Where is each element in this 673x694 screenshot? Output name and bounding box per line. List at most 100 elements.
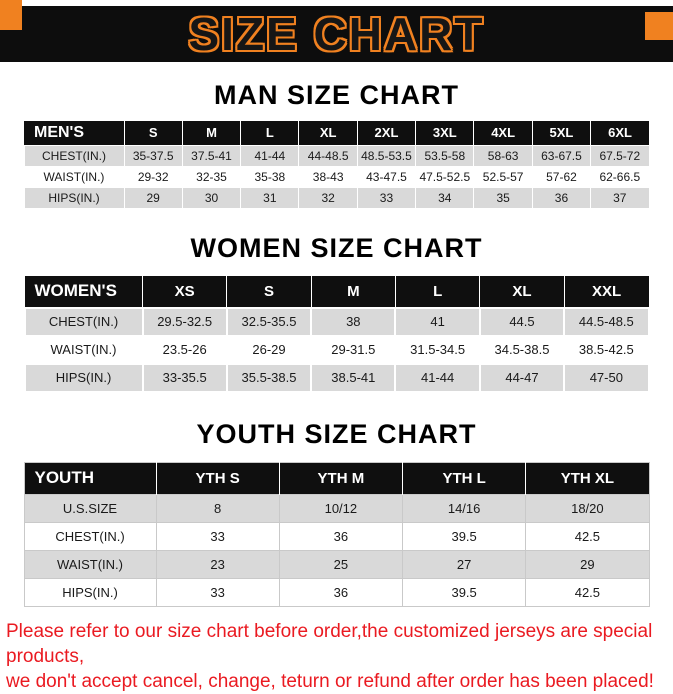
size-value-cell: 44-48.5 (298, 144, 358, 167)
table-header-row: MEN'S S M L XL 2XL 3XL 4XL 5XL 6XL (24, 121, 649, 145)
table-row: WAIST(IN.) 29-32 32-35 35-38 38-43 43-47.5 47.… (23, 165, 650, 188)
size-value-cell: 41-44 (394, 362, 481, 393)
row-label-cell: WAIST(IN.) (23, 334, 144, 365)
table-title-cell: MEN'S (24, 121, 124, 145)
size-column-header: L (394, 275, 480, 308)
row-label-cell: WAIST(IN.) (23, 165, 125, 188)
size-value-cell: 38-43 (298, 165, 358, 188)
row-label-cell: CHEST(IN.) (23, 306, 144, 337)
size-value-cell: 33-35.5 (141, 362, 228, 393)
table-header-row: WOMEN'S XS S M L XL XXL (24, 275, 649, 308)
row-label-cell: WAIST(IN.) (23, 549, 157, 579)
size-value-cell: 47-50 (563, 362, 650, 393)
size-value-cell: 31 (240, 186, 300, 209)
size-value-cell: 29-31.5 (310, 334, 397, 365)
size-column-header: S (226, 275, 312, 308)
size-value-cell: 37.5-41 (181, 144, 242, 167)
size-value-cell: 25 (278, 549, 404, 579)
youth-size-chart-heading: YOUTH SIZE CHART (196, 418, 477, 449)
size-column-header: 5XL (531, 121, 591, 145)
size-value-cell: 29 (123, 186, 183, 209)
table-row: CHEST(IN.) 29.5-32.5 32.5-35.5 38 41 44.5 44.5… (23, 306, 650, 337)
size-value-cell: 34 (415, 186, 475, 209)
size-value-cell: 10/12 (278, 493, 404, 523)
table-row: CHEST(IN.) 33 36 39.5 42.5 (23, 521, 650, 551)
size-value-cell: 44-47 (478, 362, 566, 393)
banner: SIZE CHART (0, 0, 673, 62)
size-value-cell: 57-62 (531, 165, 592, 188)
size-value-cell: 35 (473, 186, 533, 209)
size-column-header: XXL (563, 275, 649, 308)
table-row: CHEST(IN.) 35-37.5 37.5-41 41-44 44-48.5 48.5… (23, 144, 650, 167)
size-value-cell: 44.5-48.5 (563, 306, 650, 337)
size-column-header: XS (141, 275, 227, 308)
size-value-cell: 35-37.5 (123, 144, 183, 167)
size-value-cell: 63-67.5 (531, 144, 592, 167)
size-column-header: L (240, 121, 299, 145)
footer-note: Please refer to our size chart before or… (6, 619, 669, 694)
size-column-header: 6XL (590, 121, 649, 145)
man-size-chart-heading: MAN SIZE CHART (214, 80, 459, 110)
size-column-header: 4XL (473, 121, 533, 145)
size-value-cell: 36 (278, 577, 404, 607)
size-value-cell: 38.5-41 (310, 362, 397, 393)
size-column-header: M (181, 121, 241, 145)
row-label-cell: HIPS(IN.) (23, 577, 157, 607)
size-value-cell: 53.5-58 (415, 144, 475, 167)
women-size-table: WOMEN'S XS S M L XL XXL CHEST(IN.) 29.5-32.5 32.5… (23, 275, 650, 393)
size-value-cell: 26-29 (225, 334, 313, 365)
size-value-cell: 36 (278, 521, 404, 551)
size-column-header: 2XL (356, 121, 416, 145)
table-row: U.S.SIZE 8 10/12 14/16 18/20 (23, 493, 650, 523)
size-value-cell: 44.5 (478, 306, 566, 337)
size-column-header: XL (298, 121, 358, 145)
size-value-cell: 33 (155, 577, 280, 607)
women-size-chart-heading: WOMEN SIZE CHART (190, 232, 483, 263)
table-row: WAIST(IN.) 23 25 27 29 (23, 549, 650, 579)
size-value-cell: 23.5-26 (141, 334, 228, 365)
size-value-cell: 32-35 (181, 165, 242, 188)
table-row: HIPS(IN.) 33 36 39.5 42.5 (23, 577, 650, 607)
page-title: SIZE CHART (188, 8, 485, 60)
size-value-cell: 32 (298, 186, 358, 209)
table-row: WAIST(IN.) 23.5-26 26-29 29-31.5 31.5-34.5 34… (23, 334, 650, 365)
size-value-cell: 39.5 (401, 521, 527, 551)
size-value-cell: 37 (590, 186, 650, 209)
table-row: HIPS(IN.) 33-35.5 35.5-38.5 38.5-41 41-44 44-… (23, 362, 650, 393)
size-column-header: XL (479, 275, 565, 308)
size-column-header: YTH XL (525, 462, 649, 494)
size-value-cell: 18/20 (525, 493, 650, 523)
row-label-cell: CHEST(IN.) (23, 144, 125, 167)
size-value-cell: 33 (356, 186, 417, 209)
size-value-cell: 29.5-32.5 (141, 306, 228, 337)
size-value-cell: 33 (155, 521, 280, 551)
size-column-header: M (310, 275, 396, 308)
table-title-cell: YOUTH (24, 462, 156, 494)
size-value-cell: 41 (394, 306, 481, 337)
size-value-cell: 29-32 (123, 165, 183, 188)
size-value-cell: 14/16 (401, 493, 527, 523)
size-value-cell: 42.5 (525, 521, 650, 551)
size-value-cell: 23 (155, 549, 280, 579)
size-value-cell: 8 (155, 493, 280, 523)
size-value-cell: 30 (181, 186, 242, 209)
table-header-row: YOUTH YTH S YTH M YTH L YTH XL (24, 462, 649, 494)
size-column-header: YTH S (155, 462, 280, 494)
table-row: HIPS(IN.) 29 30 31 32 33 34 35 36 37 (23, 186, 650, 209)
table-title-cell: WOMEN'S (24, 275, 143, 308)
row-label-cell: CHEST(IN.) (23, 521, 157, 551)
row-label-cell: HIPS(IN.) (23, 186, 125, 209)
size-column-header: S (123, 121, 183, 145)
size-value-cell: 38.5-42.5 (563, 334, 650, 365)
section-youth: YOUTH SIZE CHART YOUTH YTH S YTH M YTH L YTH… (0, 419, 673, 607)
size-value-cell: 39.5 (401, 577, 527, 607)
section-women: WOMEN SIZE CHART WOMEN'S XS S M L XL XXL CHEST(… (0, 233, 673, 393)
banner-accent-left (0, 0, 22, 30)
size-value-cell: 34.5-38.5 (478, 334, 566, 365)
size-value-cell: 43-47.5 (356, 165, 417, 188)
size-value-cell: 35.5-38.5 (225, 362, 313, 393)
size-value-cell: 42.5 (525, 577, 650, 607)
row-label-cell: HIPS(IN.) (23, 362, 144, 393)
size-value-cell: 67.5-72 (590, 144, 650, 167)
